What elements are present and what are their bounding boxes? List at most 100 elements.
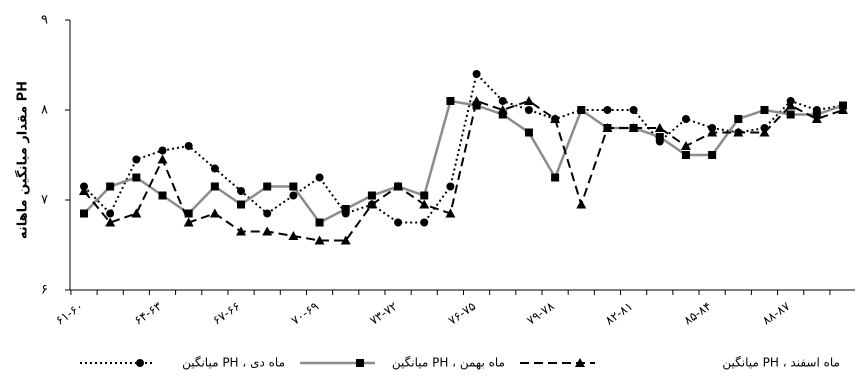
data-point — [106, 209, 115, 218]
data-point — [393, 181, 404, 191]
x-tick-label: ۶۴-۶۳ — [132, 299, 165, 328]
data-point — [785, 100, 796, 110]
y-tick-label: ۷ — [41, 193, 48, 208]
series-3 — [79, 96, 848, 245]
data-point — [654, 123, 665, 132]
data-point — [419, 199, 430, 209]
data-point — [786, 110, 795, 119]
legend-swatch-marker — [356, 359, 364, 367]
legend-item: میانگین PH ، ماه دی — [80, 356, 285, 371]
data-point — [237, 200, 246, 209]
x-tick-label: ۷۶-۷۵ — [446, 299, 479, 328]
data-point — [315, 173, 324, 182]
data-point — [263, 182, 272, 191]
data-point — [314, 235, 325, 245]
data-point — [80, 209, 88, 218]
legend-item: میانگین PH ، ماه بهمن — [300, 356, 505, 371]
x-tick-label: ۸۸-۸۷ — [760, 299, 793, 328]
data-point — [497, 105, 508, 114]
data-point — [341, 205, 350, 213]
data-point — [551, 173, 560, 182]
data-point — [446, 182, 455, 191]
data-point — [707, 127, 718, 137]
data-point — [628, 123, 639, 132]
data-point — [183, 217, 194, 227]
series-1 — [80, 70, 847, 227]
x-tick-label: ۷۰-۶۹ — [289, 299, 322, 328]
data-point — [106, 182, 115, 191]
data-point — [576, 199, 587, 209]
y-ticks: ۶ ۷ ۸ ۹ — [41, 13, 70, 298]
data-point — [236, 226, 247, 236]
data-point — [734, 115, 743, 123]
legend-label: میانگین PH ، ماه اسفند — [722, 356, 840, 371]
data-point — [105, 217, 116, 227]
data-point — [577, 106, 586, 114]
x-tick-label: ۶۷-۶۶ — [210, 299, 243, 328]
data-point — [315, 218, 324, 227]
data-point — [366, 199, 377, 209]
data-point — [262, 226, 273, 236]
legend-item: میانگین PH ، ماه اسفند — [520, 356, 840, 371]
data-point — [471, 96, 482, 105]
data-point — [445, 208, 456, 218]
data-point — [629, 106, 638, 114]
series-line — [83, 99, 844, 225]
data-point — [655, 133, 664, 141]
data-point — [289, 191, 298, 200]
series-line — [83, 71, 844, 224]
legend-label: میانگین PH ، ماه بهمن — [392, 356, 505, 371]
data-point — [472, 70, 481, 78]
data-point — [210, 182, 219, 191]
legend: میانگین PH ، ماه اسفند میانگین PH ، ماه ب… — [80, 356, 840, 371]
data-point — [79, 186, 89, 195]
data-point — [263, 209, 272, 218]
data-point — [681, 115, 690, 123]
data-point — [367, 191, 376, 200]
data-point — [524, 128, 533, 137]
data-point — [733, 127, 744, 137]
data-point — [158, 146, 167, 155]
data-point — [158, 191, 167, 200]
legend-label: میانگین PH ، ماه دی — [182, 356, 285, 371]
x-tick-label: ۷۳-۷۲ — [367, 299, 400, 328]
y-tick-label: ۹ — [41, 13, 48, 28]
series-2 — [80, 97, 847, 227]
data-point — [498, 97, 507, 105]
data-point — [680, 141, 691, 150]
y-axis-title: مقدار میانگین ماهانه PH — [15, 81, 31, 239]
data-point — [289, 182, 298, 191]
data-point — [838, 105, 848, 114]
x-tick-label: ۸۵-۸۴ — [681, 299, 714, 328]
x-ticks: ۶۱-۶۰ ۶۴-۶۳ ۶۷-۶۶ ۷۰-۶۹ ۷۳-۷۲ ۷۶-۷۵ ۷۹-۷۸ ۸۲-۸۱… — [53, 290, 831, 328]
data-point — [131, 208, 142, 218]
data-point — [524, 106, 533, 114]
data-point — [184, 209, 193, 218]
data-point — [288, 231, 299, 240]
data-point — [394, 218, 403, 227]
x-tick-label: ۸۲-۸۱ — [603, 299, 636, 328]
series-line — [83, 99, 844, 242]
data-point — [472, 101, 481, 110]
data-point — [132, 155, 141, 164]
data-point — [603, 106, 612, 114]
data-point — [157, 154, 168, 164]
legend-swatch-marker — [136, 359, 144, 367]
x-tick-label: ۶۱-۶۰ — [53, 299, 86, 328]
data-point — [446, 97, 455, 105]
data-point — [132, 173, 141, 182]
x-tick-label: ۷۹-۷۸ — [524, 299, 557, 328]
data-point — [340, 235, 351, 245]
data-point — [602, 123, 613, 132]
data-point — [420, 191, 429, 200]
legend-swatch-marker — [575, 358, 585, 367]
data-point — [811, 114, 822, 123]
data-point — [523, 96, 534, 105]
axes — [69, 20, 855, 291]
data-point — [550, 114, 561, 123]
data-point — [237, 187, 246, 195]
data-point — [498, 110, 507, 119]
data-point — [760, 106, 769, 114]
data-point — [210, 164, 219, 173]
